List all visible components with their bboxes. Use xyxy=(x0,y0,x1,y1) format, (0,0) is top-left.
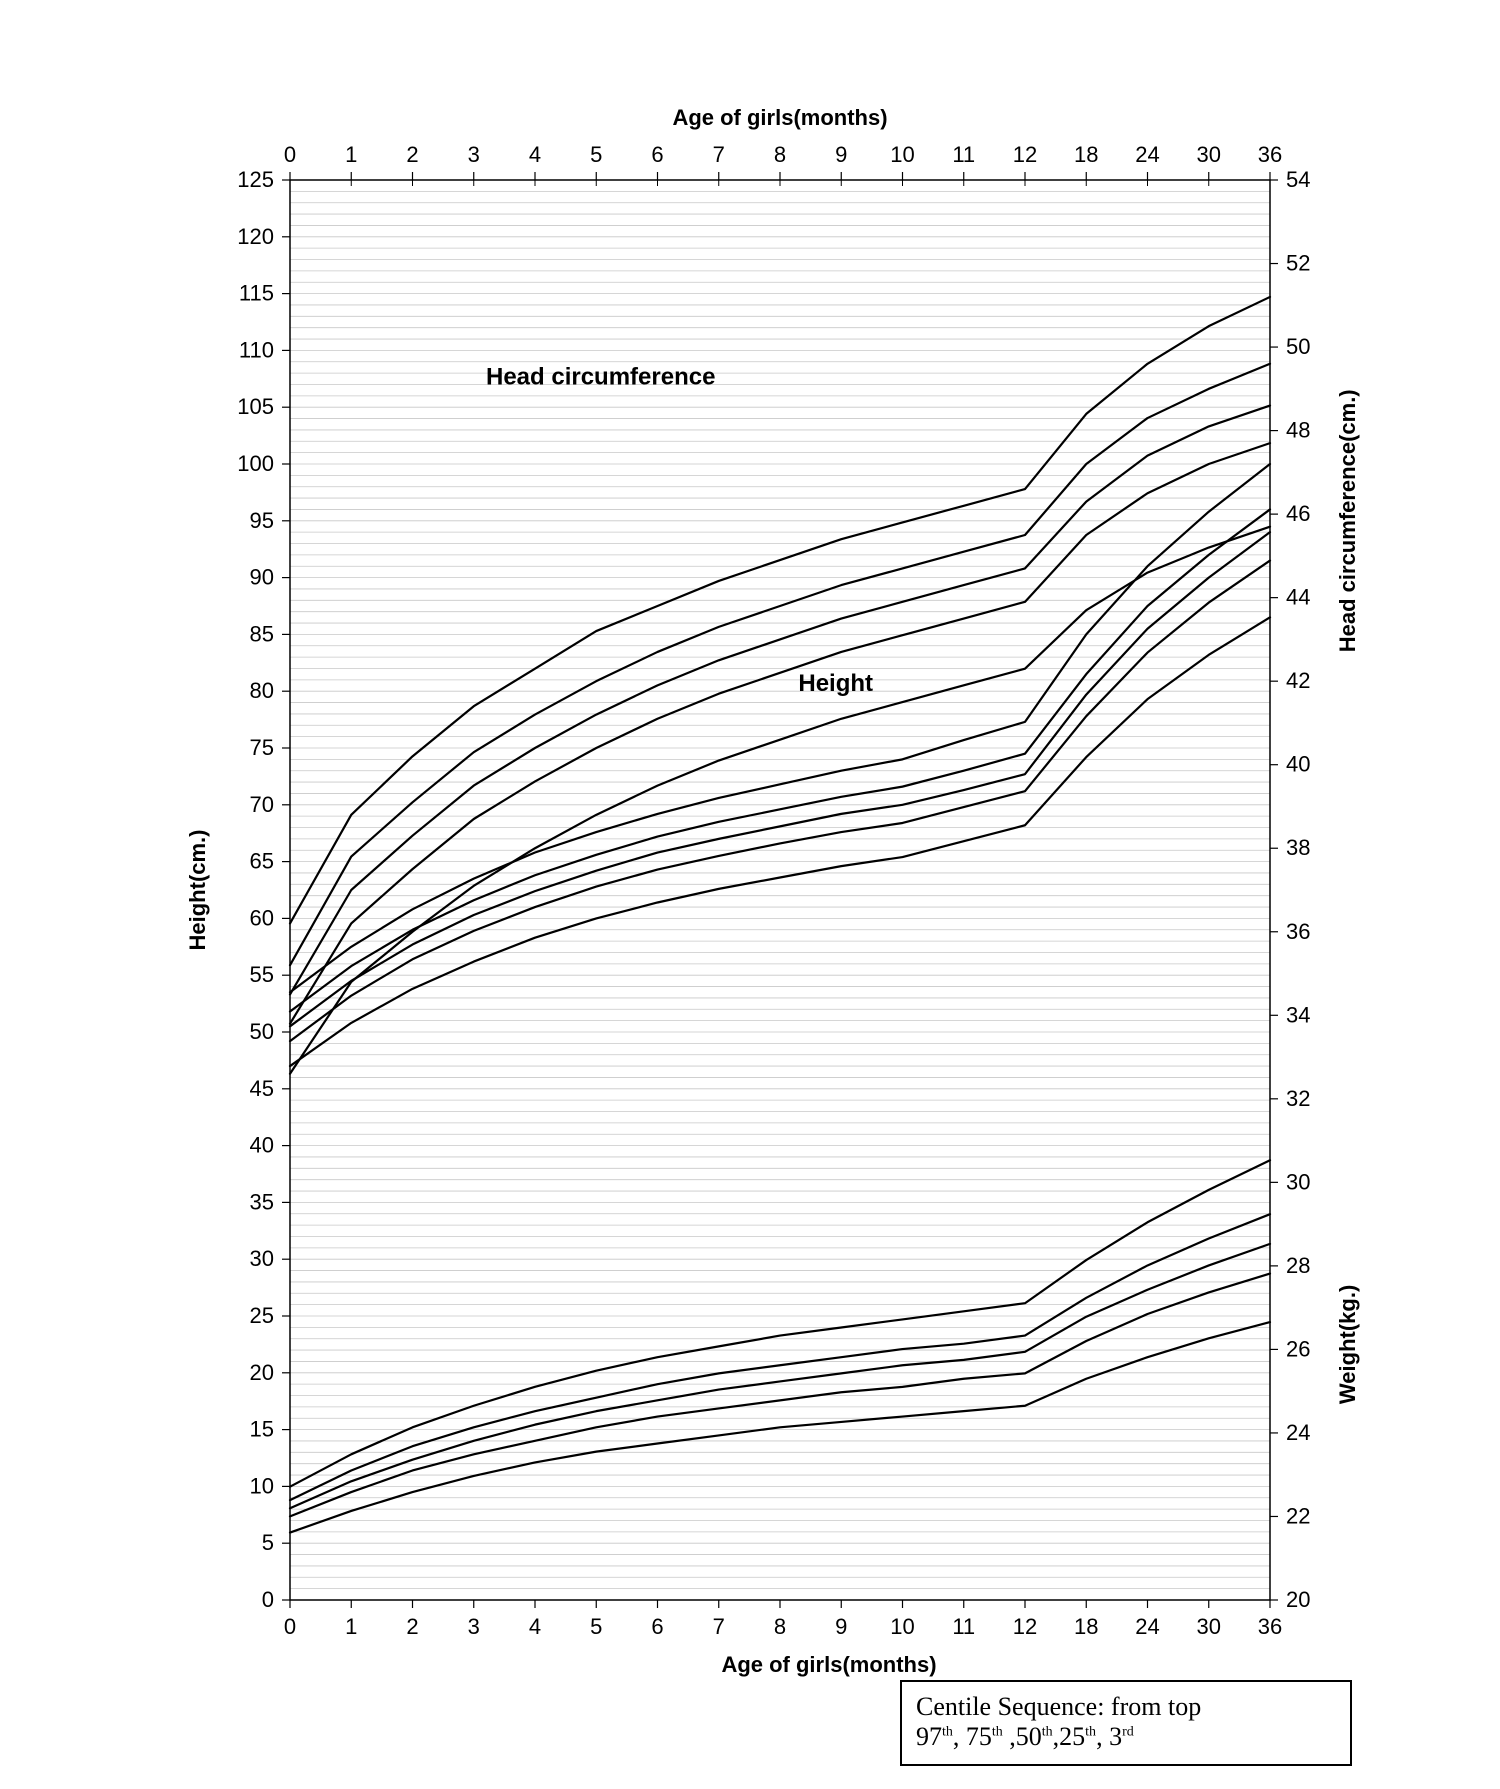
svg-text:30: 30 xyxy=(1286,1169,1310,1194)
svg-text:24: 24 xyxy=(1135,142,1159,167)
svg-text:5: 5 xyxy=(590,142,602,167)
svg-text:40: 40 xyxy=(1286,752,1310,777)
svg-text:90: 90 xyxy=(250,565,274,590)
svg-text:0: 0 xyxy=(262,1587,274,1612)
svg-text:55: 55 xyxy=(250,962,274,987)
svg-text:1: 1 xyxy=(345,1614,357,1639)
svg-text:30: 30 xyxy=(1197,1614,1221,1639)
svg-text:70: 70 xyxy=(250,792,274,817)
svg-text:3: 3 xyxy=(468,142,480,167)
svg-text:30: 30 xyxy=(1197,142,1221,167)
svg-text:10: 10 xyxy=(250,1473,274,1498)
svg-text:0: 0 xyxy=(284,1614,296,1639)
svg-text:0: 0 xyxy=(284,142,296,167)
svg-text:12: 12 xyxy=(1013,142,1037,167)
svg-text:18: 18 xyxy=(1074,1614,1098,1639)
svg-text:30: 30 xyxy=(250,1246,274,1271)
svg-text:34: 34 xyxy=(1286,1002,1310,1027)
growth-chart-svg: 0011223344556677889910101111121218182424… xyxy=(0,0,1500,1789)
svg-text:24: 24 xyxy=(1135,1614,1159,1639)
legend-line1: Centile Sequence: from top xyxy=(916,1692,1336,1722)
svg-text:65: 65 xyxy=(250,849,274,874)
svg-text:85: 85 xyxy=(250,621,274,646)
svg-text:46: 46 xyxy=(1286,501,1310,526)
svg-text:7: 7 xyxy=(713,1614,725,1639)
svg-text:45: 45 xyxy=(250,1076,274,1101)
svg-text:8: 8 xyxy=(774,142,786,167)
svg-text:6: 6 xyxy=(651,1614,663,1639)
svg-text:4: 4 xyxy=(529,142,541,167)
svg-text:4: 4 xyxy=(529,1614,541,1639)
svg-text:110: 110 xyxy=(239,337,274,362)
svg-text:Head circumference: Head circumference xyxy=(486,363,715,390)
svg-text:6: 6 xyxy=(651,142,663,167)
svg-text:2: 2 xyxy=(406,142,418,167)
svg-text:42: 42 xyxy=(1286,668,1310,693)
svg-text:25: 25 xyxy=(250,1303,274,1328)
svg-text:50: 50 xyxy=(250,1019,274,1044)
svg-text:10: 10 xyxy=(890,1614,914,1639)
svg-text:22: 22 xyxy=(1286,1503,1310,1528)
svg-text:24: 24 xyxy=(1286,1420,1310,1445)
svg-text:Height: Height xyxy=(798,670,873,697)
svg-text:80: 80 xyxy=(250,678,274,703)
svg-text:75: 75 xyxy=(250,735,274,760)
svg-text:115: 115 xyxy=(239,281,274,306)
svg-text:44: 44 xyxy=(1286,585,1310,610)
svg-text:12: 12 xyxy=(1013,1614,1037,1639)
svg-text:95: 95 xyxy=(250,508,274,533)
svg-text:Age of girls(months): Age of girls(months) xyxy=(672,105,887,130)
svg-text:Height(cm.): Height(cm.) xyxy=(185,830,210,951)
svg-text:20: 20 xyxy=(250,1360,274,1385)
svg-text:10: 10 xyxy=(890,142,914,167)
svg-text:Weight(kg.): Weight(kg.) xyxy=(1335,1285,1360,1404)
svg-text:11: 11 xyxy=(952,1614,975,1639)
svg-text:36: 36 xyxy=(1286,919,1310,944)
svg-text:38: 38 xyxy=(1286,835,1310,860)
svg-text:8: 8 xyxy=(774,1614,786,1639)
svg-text:54: 54 xyxy=(1286,167,1310,192)
svg-text:2: 2 xyxy=(406,1614,418,1639)
svg-text:50: 50 xyxy=(1286,334,1310,359)
svg-text:Age of girls(months): Age of girls(months) xyxy=(721,1652,936,1677)
svg-text:5: 5 xyxy=(590,1614,602,1639)
svg-text:120: 120 xyxy=(237,224,274,249)
svg-text:Head circumference(cm.): Head circumference(cm.) xyxy=(1335,389,1360,652)
svg-text:18: 18 xyxy=(1074,142,1098,167)
svg-text:5: 5 xyxy=(262,1530,274,1555)
svg-text:7: 7 xyxy=(713,142,725,167)
svg-text:11: 11 xyxy=(952,142,975,167)
svg-text:9: 9 xyxy=(835,142,847,167)
svg-text:125: 125 xyxy=(237,167,274,192)
svg-text:26: 26 xyxy=(1286,1336,1310,1361)
svg-text:40: 40 xyxy=(250,1133,274,1158)
growth-chart-page: 0011223344556677889910101111121218182424… xyxy=(0,0,1500,1789)
svg-text:1: 1 xyxy=(345,142,357,167)
svg-text:36: 36 xyxy=(1258,142,1282,167)
svg-text:36: 36 xyxy=(1258,1614,1282,1639)
svg-text:60: 60 xyxy=(250,905,274,930)
svg-text:35: 35 xyxy=(250,1189,274,1214)
svg-text:105: 105 xyxy=(237,394,274,419)
svg-text:100: 100 xyxy=(237,451,274,476)
svg-text:52: 52 xyxy=(1286,251,1310,276)
svg-text:32: 32 xyxy=(1286,1086,1310,1111)
legend-box: Centile Sequence: from top 97th, 75th ,5… xyxy=(900,1680,1352,1766)
legend-centiles: 97th, 75th ,50th,25th, 3rd xyxy=(916,1722,1336,1752)
svg-text:9: 9 xyxy=(835,1614,847,1639)
svg-text:15: 15 xyxy=(250,1417,274,1442)
svg-text:48: 48 xyxy=(1286,418,1310,443)
svg-text:28: 28 xyxy=(1286,1253,1310,1278)
svg-text:20: 20 xyxy=(1286,1587,1310,1612)
svg-text:3: 3 xyxy=(468,1614,480,1639)
